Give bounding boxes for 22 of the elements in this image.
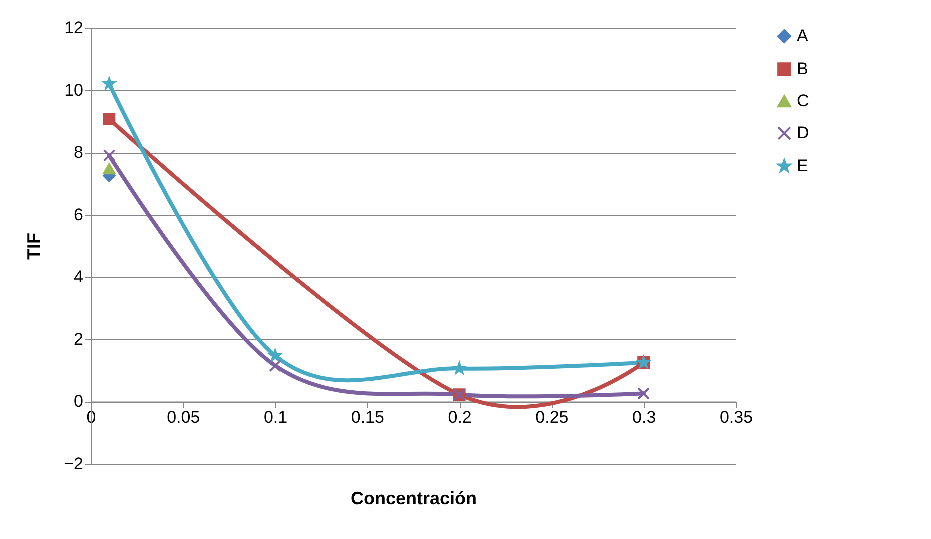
y-tick-label: 6: [74, 205, 84, 224]
y-tick-label: 0: [74, 392, 84, 412]
y-axis-title: TIF: [24, 233, 44, 260]
y-tick-label: −2: [64, 454, 84, 474]
legend-label: C: [797, 92, 810, 110]
y-tick-label: 2: [74, 330, 84, 349]
x-tick-label: 0.35: [720, 408, 754, 428]
x-tick-label: 0.05: [167, 408, 200, 428]
x-tick-label: 0.1: [264, 408, 288, 428]
legend-label: D: [797, 124, 810, 142]
y-tick-label: 10: [64, 80, 84, 100]
y-tick-label: 8: [74, 143, 84, 162]
x-tick-label: 0.3: [632, 408, 656, 428]
x-tick-label: 0.15: [351, 408, 384, 428]
x-tick-label: 0.25: [536, 408, 569, 428]
x-axis-title: Concentración: [350, 488, 478, 508]
legend-label: A: [797, 26, 809, 46]
y-tick-label: 12: [64, 18, 84, 38]
legend-label: B: [797, 60, 808, 78]
x-tick-label: 0.2: [448, 408, 472, 428]
y-tick-label: 4: [74, 268, 84, 287]
legend-label: E: [797, 156, 808, 176]
